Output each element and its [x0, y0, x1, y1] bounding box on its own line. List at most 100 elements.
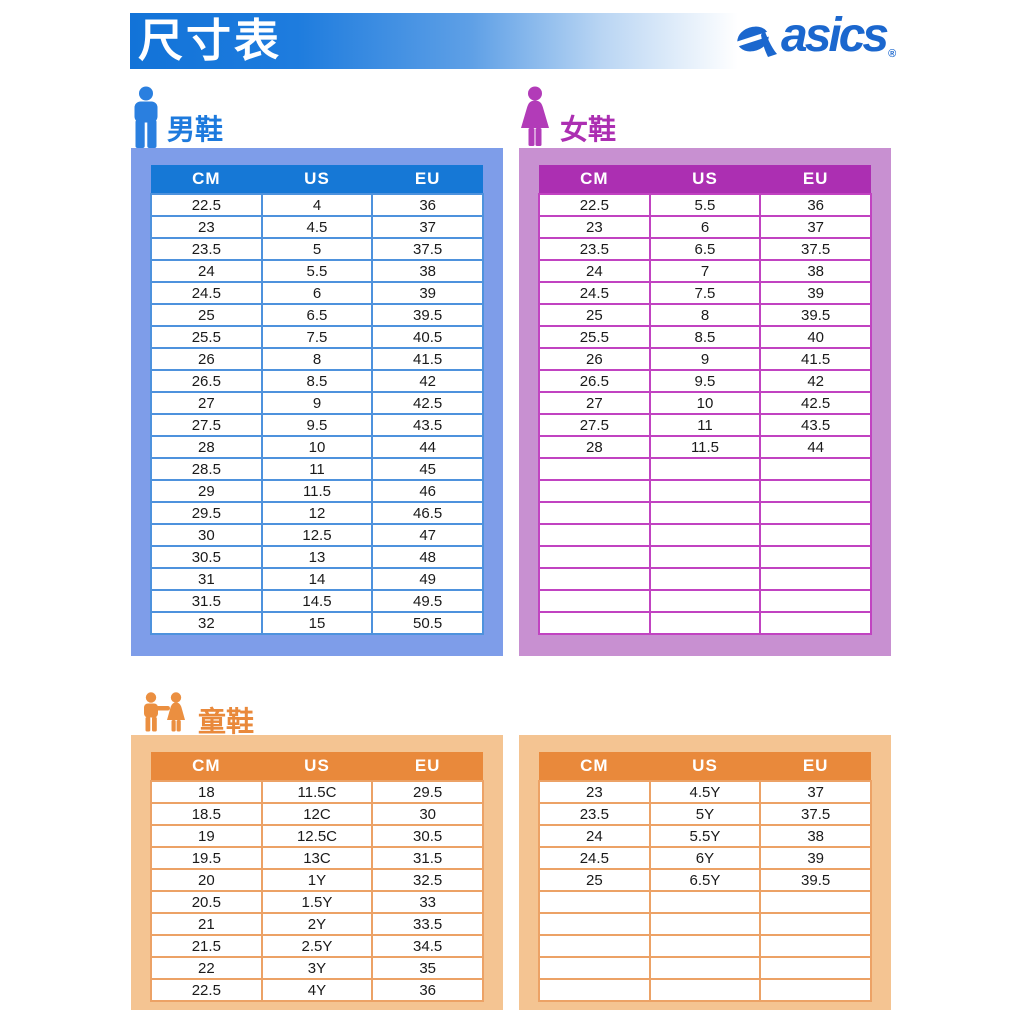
table-cell: 22 — [150, 956, 263, 980]
table-cell — [648, 611, 762, 635]
table-cell: 5.5Y — [648, 824, 762, 848]
asics-logo: asics ® — [736, 9, 896, 62]
table-cell: 45 — [371, 457, 484, 481]
table-cell — [538, 890, 651, 914]
table-cell: 26 — [150, 347, 263, 371]
table-cell — [538, 457, 651, 481]
women-table-head: CM US EU — [539, 165, 871, 194]
table-cell: 21.5 — [150, 934, 263, 958]
table-cell: 6.5 — [648, 237, 762, 261]
children-icon — [144, 692, 185, 732]
table-cell: 20.5 — [150, 890, 263, 914]
table-cell: 24.5 — [150, 281, 263, 305]
table-row: 23.5 5Y 37.5 — [538, 802, 872, 826]
table-cell: 34.5 — [371, 934, 484, 958]
table-cell: 9 — [260, 391, 374, 415]
table-row — [538, 567, 872, 591]
table-cell — [538, 912, 651, 936]
table-cell: 47 — [371, 523, 484, 547]
table-cell: 13 — [260, 545, 374, 569]
table-row: 25 6.5Y 39.5 — [538, 868, 872, 892]
table-cell — [648, 978, 762, 1002]
table-cell — [759, 457, 872, 481]
table-cell: 30.5 — [150, 545, 263, 569]
table-cell — [759, 501, 872, 525]
table-cell: 5.5 — [260, 259, 374, 283]
header-row: CM US EU — [151, 165, 483, 194]
table-cell: 41.5 — [759, 347, 872, 371]
table-row: 30.5 13 48 — [150, 545, 484, 569]
table-cell — [759, 912, 872, 936]
column-header: EU — [372, 165, 483, 194]
table-cell: 48 — [371, 545, 484, 569]
table-row: 24.5 6Y 39 — [538, 846, 872, 870]
table-cell: 5.5 — [648, 193, 762, 217]
table-row — [538, 978, 872, 1002]
table-cell — [759, 523, 872, 547]
table-row — [538, 501, 872, 525]
table-cell: 22.5 — [150, 978, 263, 1002]
table-row: 21.5 2.5Y 34.5 — [150, 934, 484, 958]
table-cell: 12.5C — [260, 824, 374, 848]
table-cell: 29.5 — [371, 780, 484, 804]
table-row: 27.5 9.5 43.5 — [150, 413, 484, 437]
table-cell — [759, 956, 872, 980]
column-header: EU — [760, 165, 871, 194]
table-cell: 50.5 — [371, 611, 484, 635]
table-cell: 31 — [150, 567, 263, 591]
column-header: CM — [151, 752, 262, 781]
table-cell: 21 — [150, 912, 263, 936]
table-cell: 33 — [371, 890, 484, 914]
column-header: US — [261, 752, 373, 781]
column-header: EU — [372, 752, 483, 781]
table-row — [538, 479, 872, 503]
table-cell: 24.5 — [538, 281, 651, 305]
table-cell — [648, 956, 762, 980]
table-cell: 49 — [371, 567, 484, 591]
table-cell: 28 — [538, 435, 651, 459]
table-cell: 40.5 — [371, 325, 484, 349]
women-size-table: CM US EU 22.5 5.5 36 23 6 37 23.5 6.5 37.5 24 7 38 24.… — [538, 165, 872, 635]
women-section-header: 女鞋 — [516, 86, 616, 148]
men-table-body: 22.5 4 36 23 4.5 37 23.5 5 37.5 24 5.5 38 24.5 6 39 25 6… — [150, 193, 484, 635]
men-size-table: CM US EU 22.5 4 36 23 4.5 37 23.5 5 37.5 24 5.5 38 24.… — [150, 165, 484, 635]
table-cell: 24 — [538, 824, 651, 848]
column-header: EU — [760, 752, 871, 781]
table-cell — [759, 545, 872, 569]
table-cell: 43.5 — [759, 413, 872, 437]
men-section-header: 男鞋 — [131, 86, 223, 148]
table-row — [538, 912, 872, 936]
table-row: 30 12.5 47 — [150, 523, 484, 547]
table-cell: 42.5 — [371, 391, 484, 415]
table-cell: 15 — [260, 611, 374, 635]
table-cell — [538, 956, 651, 980]
table-cell — [648, 501, 762, 525]
table-row: 31.5 14.5 49.5 — [150, 589, 484, 613]
table-row: 22.5 5.5 36 — [538, 193, 872, 217]
table-cell: 25 — [150, 303, 263, 327]
asics-logo-text: asics — [781, 9, 889, 62]
table-cell: 38 — [759, 259, 872, 283]
table-cell — [648, 912, 762, 936]
table-cell: 13C — [260, 846, 374, 870]
table-cell — [538, 523, 651, 547]
table-cell: 39 — [759, 281, 872, 305]
table-cell: 29.5 — [150, 501, 263, 525]
men-table-head: CM US EU — [151, 165, 483, 194]
table-cell: 38 — [371, 259, 484, 283]
table-cell: 27.5 — [538, 413, 651, 437]
table-cell: 4.5Y — [648, 780, 762, 804]
table-cell — [648, 890, 762, 914]
table-row: 20 1Y 32.5 — [150, 868, 484, 892]
column-header: US — [649, 165, 761, 194]
table-row: 29 11.5 46 — [150, 479, 484, 503]
table-cell: 25.5 — [150, 325, 263, 349]
table-cell: 8.5 — [260, 369, 374, 393]
table-cell — [538, 934, 651, 958]
table-cell: 4 — [260, 193, 374, 217]
table-row: 22 3Y 35 — [150, 956, 484, 980]
table-cell — [759, 611, 872, 635]
kids-size-table-right: CM US EU 23 4.5Y 37 23.5 5Y 37.5 24 5.5Y 38 24.5 6Y 3… — [538, 752, 872, 1002]
table-cell: 23.5 — [538, 802, 651, 826]
table-cell: 25.5 — [538, 325, 651, 349]
